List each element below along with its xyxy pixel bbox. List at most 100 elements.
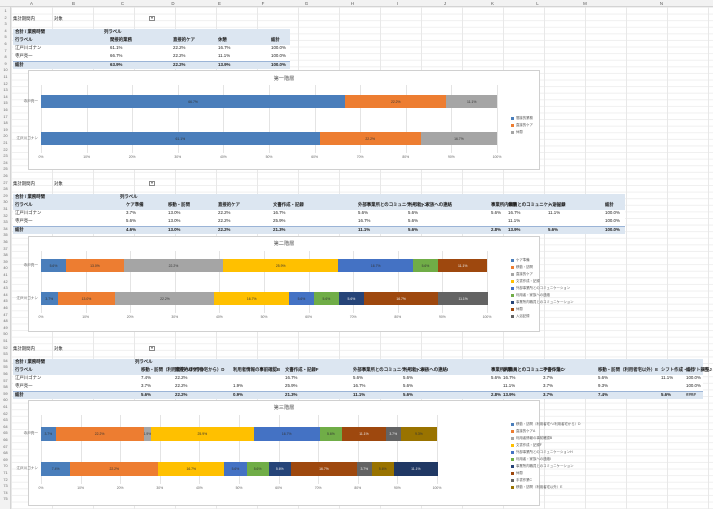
row-header-62[interactable]: 62 — [3, 411, 8, 416]
bar-segment[interactable]: 22.2% — [123, 259, 223, 272]
legend-item[interactable]: 利用者情報の事前確認B — [511, 435, 552, 440]
row-header-14[interactable]: 14 — [3, 94, 8, 99]
legend-item[interactable]: 直接的ケア — [511, 271, 533, 276]
row-header-34[interactable]: 34 — [3, 226, 8, 231]
column-header-h[interactable]: H — [350, 1, 355, 6]
row-header-31[interactable]: 31 — [3, 207, 8, 211]
row-header-61[interactable]: 61 — [3, 405, 8, 409]
column-header-c[interactable]: C — [120, 1, 125, 6]
row-header-28[interactable]: 28 — [3, 187, 8, 192]
bar-segment[interactable]: 11.1% — [446, 95, 497, 108]
row-header-43[interactable]: 43 — [3, 286, 8, 291]
bar-segment[interactable]: 16.7% — [363, 292, 439, 305]
bar-segment[interactable]: 3.7% — [41, 292, 58, 305]
bar-segment[interactable]: 9.3% — [400, 427, 438, 441]
row-header-67[interactable]: 67 — [3, 444, 8, 449]
row-header-3[interactable]: 3 — [4, 22, 7, 27]
table-row[interactable]: 江戸川ゴナン 61.1% 22.2% 16.7% 100.0% — [13, 45, 290, 53]
row-header-8[interactable]: 8 — [4, 55, 7, 60]
bar-segment[interactable]: 16.7% — [253, 427, 320, 441]
legend-item[interactable]: ケア準備 — [511, 257, 530, 262]
row-header-11[interactable]: 11 — [3, 75, 8, 79]
chart2[interactable]: 第二階層 0% 10% 20% 30% 40% 50% 60% 70% 80% 90% 100% 寺戸… — [16, 236, 574, 332]
bar-segment[interactable]: 5.6% — [246, 462, 269, 476]
bar-segment[interactable]: 16.7% — [338, 259, 413, 272]
bar-segment[interactable]: 5.6% — [319, 427, 342, 441]
column-header-g[interactable]: G — [304, 1, 309, 6]
column-header-i[interactable]: I — [396, 1, 399, 6]
row-header-65[interactable]: 65 — [3, 431, 8, 436]
legend-item[interactable]: 外部事業所とのコミュニケーション — [511, 285, 570, 290]
bar-segment[interactable]: 16.7% — [420, 132, 497, 145]
table-row[interactable]: 江戸川ゴナン 7.4% 22.2% 16.7% 5.6% 5.6% 5.6% 16.7% 3.7… — [13, 375, 703, 383]
legend-item[interactable]: 文書作成・記録 — [511, 278, 540, 283]
row-header-33[interactable]: 33 — [3, 220, 8, 225]
legend-item[interactable]: 間接的業務 — [511, 115, 533, 120]
pivot2-filter-dropdown-icon[interactable]: ▾ — [149, 181, 155, 186]
row-header-23[interactable]: 23 — [3, 154, 8, 159]
legend-item[interactable]: 移動・訪問（利用者宅以外）E — [511, 484, 562, 489]
legend-item[interactable]: 文書作成・記録F — [511, 442, 542, 447]
row-header-30[interactable]: 30 — [3, 200, 8, 205]
chart1[interactable]: 第一階層 0% 10% 20% 30% 40% 50% 60% 70% 80% 90% 100% 寺戸… — [16, 70, 540, 170]
bar-segment[interactable]: 13.0% — [65, 259, 124, 272]
bar-segment[interactable]: 5.6% — [412, 259, 438, 272]
legend-item[interactable]: 事業所内職員とのコミュニケーション — [511, 299, 574, 304]
bar-segment[interactable]: 5.6% — [268, 462, 291, 476]
legend-item[interactable]: 移動・訪問 — [511, 264, 533, 269]
legend-item[interactable]: 利用者・家族への連絡I — [511, 456, 551, 461]
column-header-b[interactable]: B — [72, 1, 75, 6]
row-header-2[interactable]: 2 — [4, 15, 7, 20]
row-header-57[interactable]: 57 — [3, 378, 8, 383]
pivot2-col-header-0[interactable]: 行ラベル — [15, 202, 33, 207]
row-header-42[interactable]: 42 — [3, 279, 8, 284]
row-header-44[interactable]: 44 — [3, 292, 8, 297]
column-header-a[interactable]: A — [30, 1, 33, 6]
bar-segment[interactable]: 22.2% — [70, 462, 159, 476]
bar-segment[interactable]: 22.2% — [55, 427, 144, 441]
column-header-d[interactable]: D — [171, 1, 175, 6]
row-header-12[interactable]: 12 — [3, 81, 8, 86]
row-header-47[interactable]: 47 — [3, 312, 8, 317]
bar-segment[interactable]: 16.7% — [158, 462, 225, 476]
column-header-l[interactable]: L — [536, 1, 539, 6]
bar-segment[interactable]: 22.2% — [345, 95, 447, 108]
bar-segment[interactable]: 5.6% — [41, 259, 66, 272]
row-header-39[interactable]: 39 — [3, 259, 8, 264]
legend-item[interactable]: 外部事業所とのコミュニケーションH — [511, 449, 573, 454]
row-header-10[interactable]: 10 — [3, 68, 8, 73]
bar-segment[interactable]: 61.1% — [41, 132, 320, 145]
bar-segment[interactable]: 3.7% — [385, 427, 401, 441]
pivot1-col-header-0[interactable]: 行ラベル — [15, 37, 33, 42]
table-row[interactable]: 江戸川ゴナン 3.7% 13.0% 22.2% 16.7% 5.6% 5.6% 5.6% 16.… — [13, 210, 625, 218]
column-header-e[interactable]: E — [218, 1, 221, 6]
bar-segment[interactable]: 5.6% — [338, 292, 364, 305]
row-header-17[interactable]: 17 — [3, 114, 8, 119]
bar-segment[interactable]: 7.4% — [41, 462, 71, 476]
row-header-36[interactable]: 36 — [3, 240, 8, 244]
legend-item[interactable]: 直接的ケアA — [511, 428, 535, 433]
bar-segment[interactable]: 3.7% — [41, 427, 56, 441]
column-header-m[interactable]: M — [583, 1, 587, 6]
row-header-26[interactable]: 26 — [3, 174, 8, 178]
row-header-73[interactable]: 73 — [3, 484, 8, 489]
table-row[interactable]: 寺戸亮一 5.6% 13.0% 22.2% 25.9% 16.7% 5.6% 11.1% 100… — [13, 218, 625, 226]
bar-segment[interactable]: 11.1% — [393, 462, 438, 476]
row-header-45[interactable]: 45 — [3, 299, 8, 304]
pivot3-column-labels[interactable]: 列ラベル — [135, 359, 153, 364]
row-header-50[interactable]: 50 — [3, 332, 8, 337]
table-row[interactable]: 寺戸亮一 66.7% 22.2% 11.1% 100.0% — [13, 53, 290, 61]
row-header-18[interactable]: 18 — [3, 121, 8, 126]
row-header-21[interactable]: 21 — [3, 141, 8, 145]
bar-segment[interactable]: 5.6% — [288, 292, 314, 305]
bar-segment[interactable]: 1.9% — [143, 427, 151, 441]
bar-segment[interactable]: 11.1% — [341, 427, 386, 441]
row-header-58[interactable]: 58 — [3, 385, 8, 390]
pivot2-column-labels[interactable]: 列ラベル — [120, 194, 138, 199]
row-header-22[interactable]: 22 — [3, 147, 8, 152]
row-header-19[interactable]: 19 — [3, 127, 8, 132]
row-header-13[interactable]: 13 — [3, 88, 8, 93]
row-header-41[interactable]: 41 — [3, 273, 8, 277]
row-header-1[interactable]: 1 — [4, 9, 7, 13]
column-header-f[interactable]: F — [261, 1, 265, 6]
